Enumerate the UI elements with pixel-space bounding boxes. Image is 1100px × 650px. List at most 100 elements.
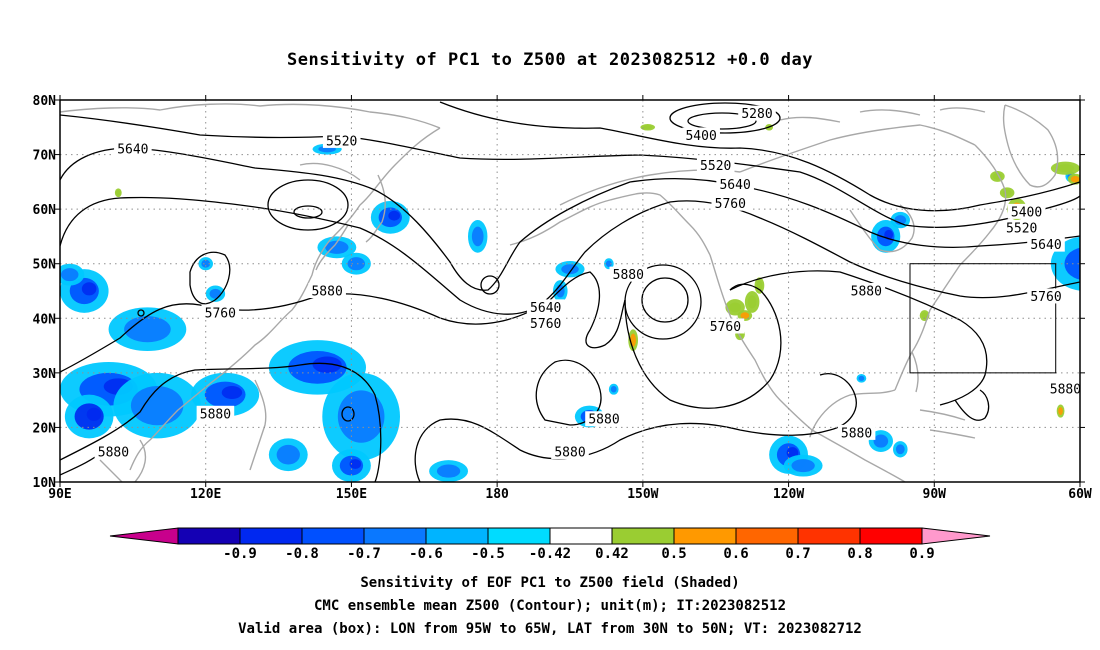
contour-label-bg <box>526 315 565 331</box>
sensitivity-patch <box>468 220 488 253</box>
coastline-alaska <box>509 192 711 256</box>
sensitivity-patch <box>608 383 619 395</box>
lat-label: 80N <box>33 94 57 109</box>
contour-label: 5520 <box>700 159 731 174</box>
contour-label-bg <box>738 105 776 121</box>
contour-label-bg <box>1046 381 1085 397</box>
contour-label-bg <box>696 157 735 173</box>
z500-contours <box>60 101 1080 482</box>
sensitivity-patch <box>113 372 201 439</box>
sensitivity-patch <box>1050 161 1080 175</box>
contour-label: 5760 <box>715 197 746 212</box>
sensitivity-patch <box>871 220 901 253</box>
valid-area-box <box>909 263 1057 374</box>
contour-label: 5640 <box>117 143 148 158</box>
contour-label-bg <box>1027 236 1065 252</box>
contour-small-140E <box>137 309 145 317</box>
coastline-hudson-bay <box>849 204 915 253</box>
sensitivity-patch <box>1067 173 1080 185</box>
coastline-kamchatka <box>365 174 386 243</box>
contour-label-bg <box>682 127 720 143</box>
map-frame <box>59 99 1081 483</box>
contour-5280-inner <box>687 112 757 130</box>
lat-label: 60N <box>33 203 57 218</box>
contour-label-bg <box>1027 288 1065 304</box>
lat-label: 50N <box>33 258 57 273</box>
contour-label-bg <box>308 283 346 298</box>
contour-5760 <box>60 196 1080 315</box>
sensitivity-patch <box>783 454 823 477</box>
sensitivity-patch <box>999 187 1015 199</box>
lon-label: 90W <box>923 487 947 502</box>
coastline-na-east <box>894 144 1007 391</box>
contour-label: 5760 <box>710 320 741 335</box>
contour-label: 5880 <box>311 285 342 300</box>
sensitivity-patch <box>268 438 308 472</box>
sensitivity-shading <box>60 124 1100 482</box>
contour-label-bg <box>114 141 152 157</box>
coastline-canada-arctic <box>739 124 976 173</box>
caption-valid-area: Valid area (box): LON from 95W to 65W, L… <box>238 621 862 637</box>
sensitivity-patch <box>555 260 585 278</box>
lat-label: 30N <box>33 367 57 382</box>
contour-5640 <box>60 147 1080 291</box>
contour-label-bg <box>585 411 623 427</box>
coastline-east-asia <box>129 127 441 471</box>
coastline-caribbean <box>919 409 976 439</box>
contour-5520 <box>60 114 1080 228</box>
sensitivity-patch <box>1080 324 1100 357</box>
contour-small-150E <box>341 406 355 422</box>
contour-label: 5760 <box>1030 290 1061 305</box>
contour-label-bg <box>847 283 886 298</box>
contour-5880-caribbean <box>954 389 990 421</box>
coastline-asia-north <box>60 103 441 129</box>
lat-label: 40N <box>33 312 57 327</box>
sensitivity-patch <box>640 124 655 131</box>
contour-5880 <box>60 271 626 373</box>
caption-contour: CMC ensemble mean Z500 (Contour); unit(m… <box>313 598 786 614</box>
contour-label: 5280 <box>741 107 772 122</box>
contour-label: 5520 <box>326 134 357 149</box>
sensitivity-patch <box>604 258 614 270</box>
lat-label: 20N <box>33 421 57 436</box>
sensitivity-patch <box>744 291 760 313</box>
contour-label-bg <box>711 195 750 211</box>
coastline-taiwan-phil <box>249 379 267 471</box>
lon-label: 120E <box>190 487 221 502</box>
contour-label: 5400 <box>685 129 716 144</box>
contour-label: 5880 <box>200 407 231 422</box>
sensitivity-patch <box>856 373 867 383</box>
contour-5880-subtrop-west <box>60 362 382 482</box>
caption-shading: Sensitivity of EOF PC1 to Z500 field (Sh… <box>360 575 740 591</box>
lat-label: 70N <box>33 149 57 164</box>
coastline-japan <box>315 224 349 271</box>
contour-label: 5760 <box>530 317 561 332</box>
sensitivity-patch <box>64 394 114 439</box>
contour-label: 5880 <box>851 285 882 300</box>
sensitivity-patch <box>108 307 187 352</box>
coastline-arctic-islands <box>779 107 986 123</box>
lon-label: 90E <box>48 487 71 502</box>
contour-label: 5880 <box>841 426 872 441</box>
axis-ticks <box>55 95 1085 487</box>
lon-label: 120W <box>773 487 804 502</box>
contour-5280 <box>669 102 781 134</box>
sensitivity-patch <box>205 285 226 302</box>
coastline-greenland <box>1002 104 1059 188</box>
contour-nwpac-low1 <box>267 179 349 231</box>
lon-label: 150W <box>627 487 658 502</box>
sensitivity-patch <box>429 460 468 482</box>
sensitivity-patch <box>893 441 908 458</box>
sensitivity-patch <box>114 188 122 198</box>
coastline-florida <box>911 351 919 393</box>
coastline-sea-okhotsk <box>299 162 361 181</box>
contour-label-bg <box>1007 203 1046 219</box>
contour-label: 5520 <box>1006 222 1037 237</box>
contour-label: 5400 <box>1011 205 1042 220</box>
map-title: Sensitivity of PC1 to Z500 at 2023082512… <box>286 50 813 70</box>
lon-label: 150E <box>336 487 367 502</box>
contour-label-bg <box>706 318 745 334</box>
sensitivity-patch <box>198 257 213 271</box>
contour-label: 5880 <box>613 268 644 283</box>
contour-label: 5760 <box>205 306 236 321</box>
